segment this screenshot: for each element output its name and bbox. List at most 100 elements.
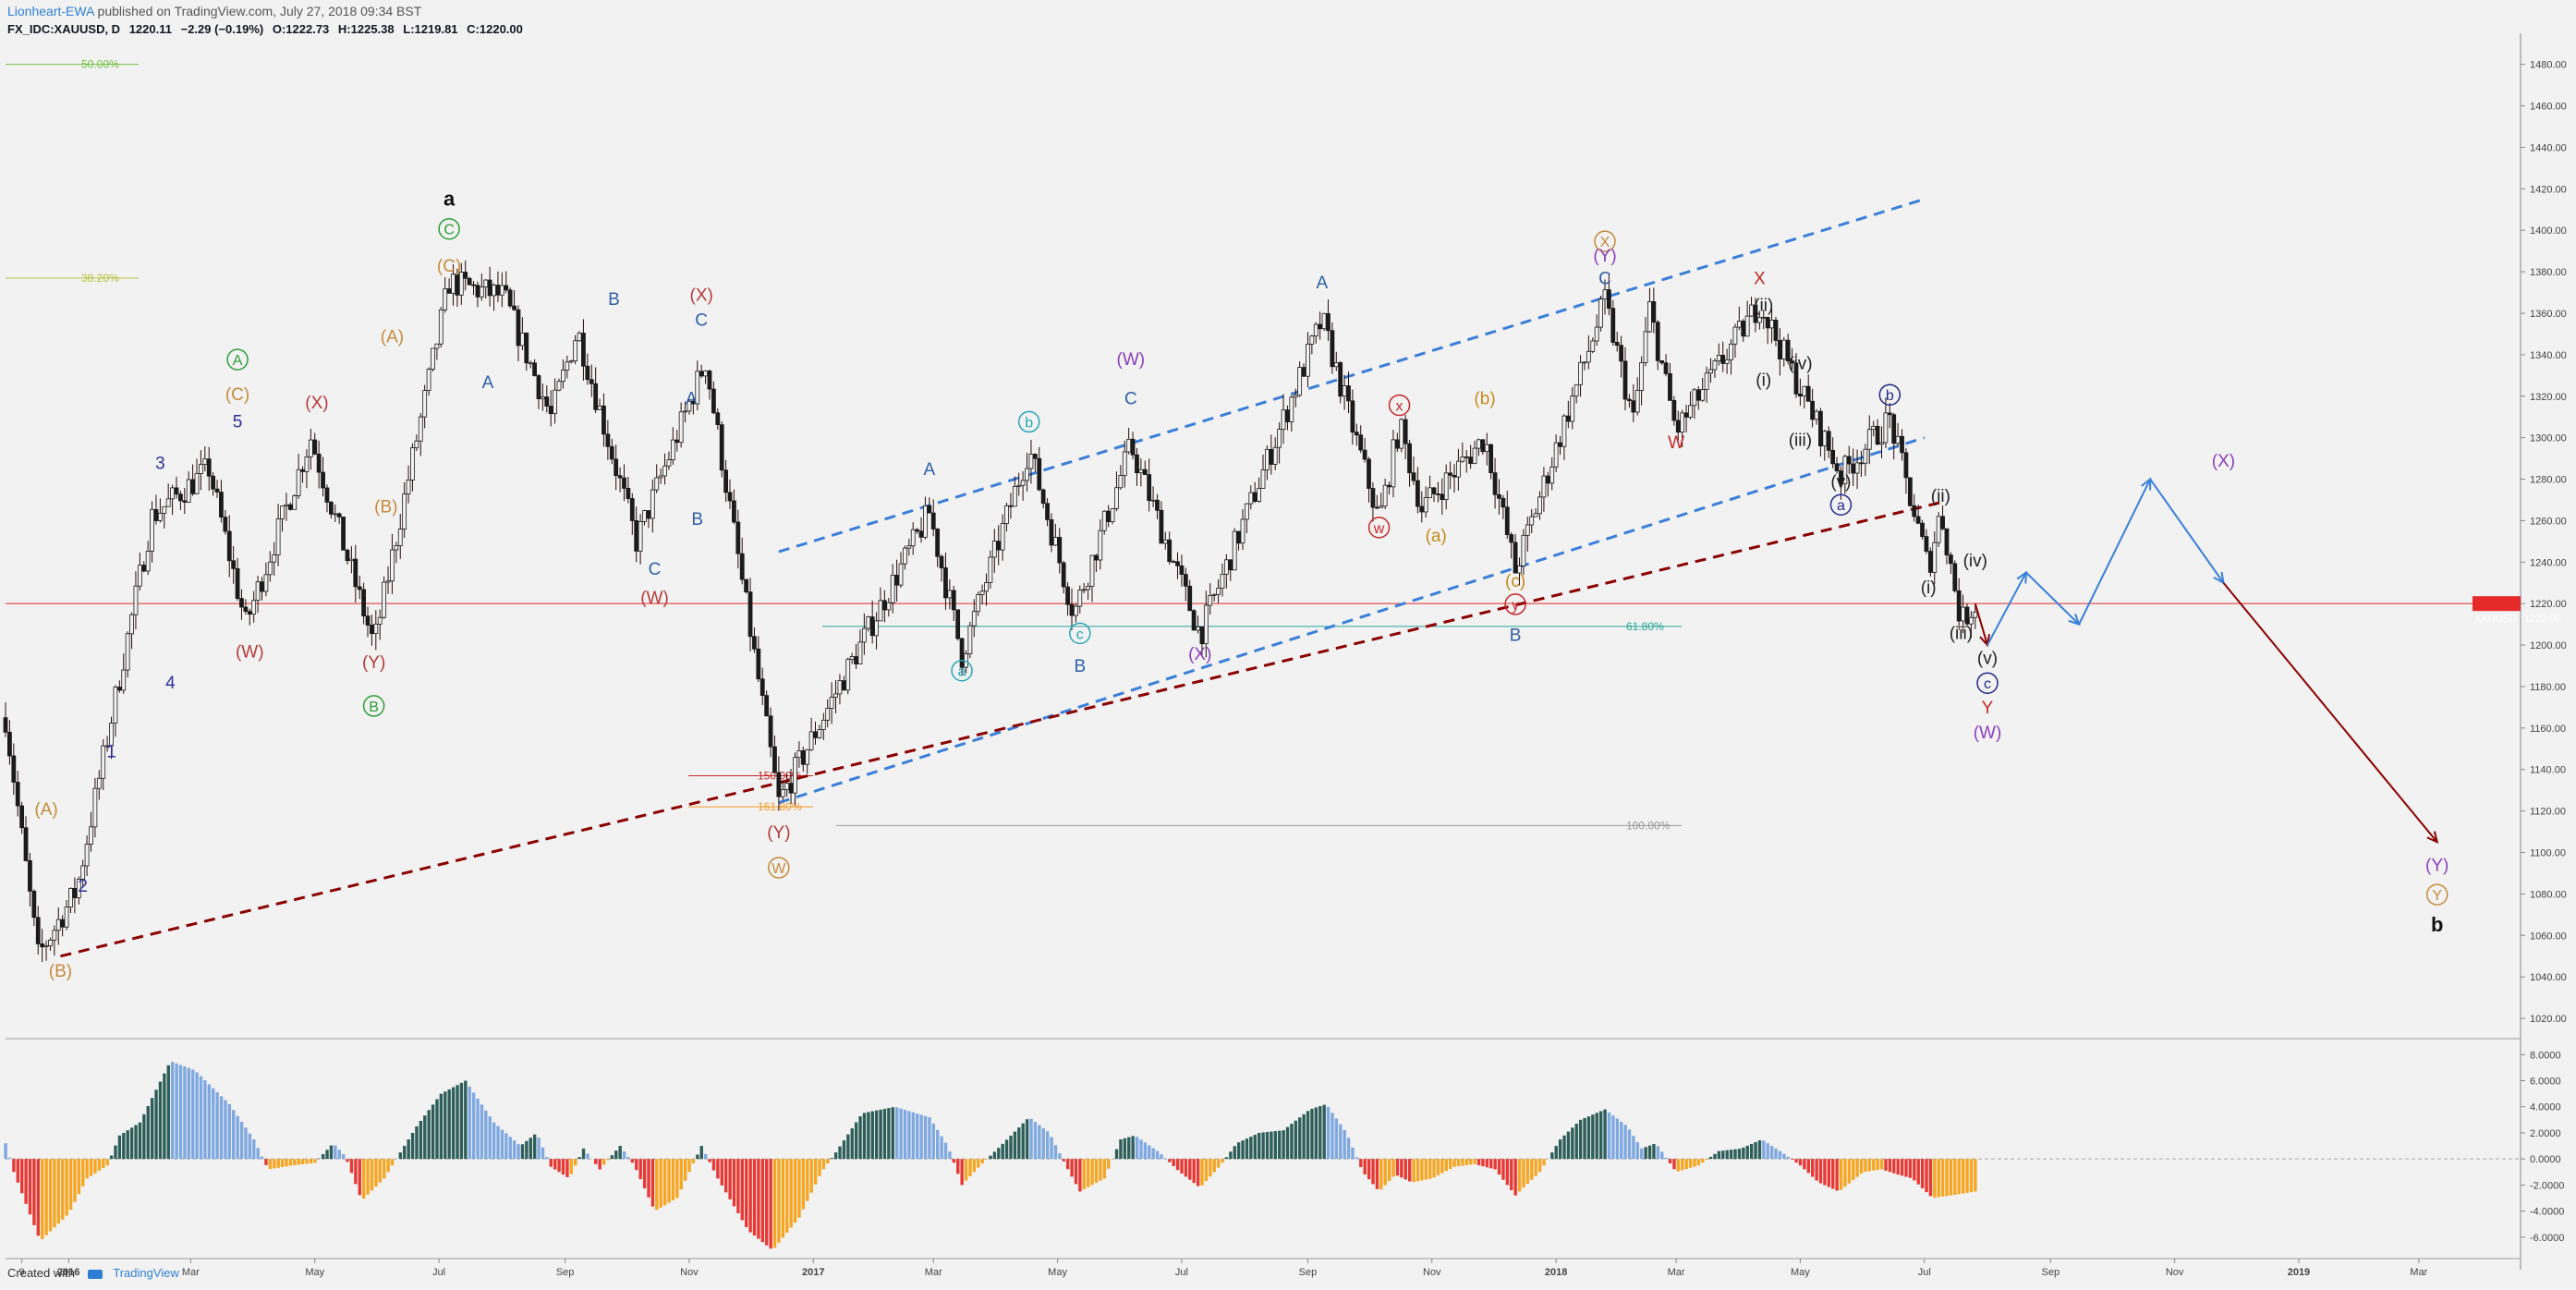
candle-body	[662, 465, 667, 477]
histogram-bar	[77, 1159, 81, 1195]
candle-body	[1032, 454, 1038, 459]
histogram-bar	[1811, 1159, 1815, 1177]
candle-body	[1818, 410, 1823, 447]
wave-label: c	[1984, 676, 1991, 692]
histogram-bar	[1290, 1124, 1294, 1160]
histogram-bar	[410, 1132, 415, 1160]
tradingview-link[interactable]: TradingView	[113, 1266, 179, 1280]
histogram-bar	[1278, 1130, 1282, 1160]
y-tick-label: 1260.00	[2530, 516, 2567, 527]
candle-body	[422, 390, 428, 418]
candle-body	[1895, 435, 1901, 444]
candle-body	[92, 787, 98, 828]
histogram-bar	[293, 1159, 297, 1165]
histogram-bar	[1436, 1159, 1440, 1175]
histogram-bar	[488, 1116, 492, 1160]
histogram-bar	[1823, 1159, 1827, 1186]
candle-body	[1098, 529, 1103, 561]
author-link[interactable]: Lionheart-EWA	[7, 4, 94, 18]
candle-body	[1488, 444, 1494, 474]
histogram-bar	[1598, 1111, 1603, 1160]
candle-body	[1793, 362, 1799, 395]
osc-y-tick-label: 2.0000	[2530, 1128, 2561, 1139]
candle-body	[1338, 362, 1343, 397]
x-tick-label: 2017	[802, 1267, 824, 1278]
candle-body	[1785, 339, 1791, 361]
histogram-bar	[1913, 1159, 1916, 1181]
histogram-bar	[980, 1159, 984, 1164]
histogram-bar	[1668, 1159, 1672, 1163]
histogram-bar	[1241, 1140, 1245, 1160]
histogram-bar	[464, 1080, 468, 1160]
wave-label-circle	[1388, 394, 1411, 417]
candle-body	[711, 388, 716, 414]
candle-body	[1472, 447, 1477, 465]
candle-body	[141, 565, 147, 572]
histogram-bar	[1062, 1159, 1065, 1162]
histogram-bar	[650, 1159, 655, 1207]
histogram-bar	[594, 1159, 598, 1164]
histogram-bar	[989, 1155, 992, 1160]
candle-body	[1126, 438, 1132, 453]
wave-label: (W)	[1117, 350, 1146, 370]
wave-label: (b)	[1474, 390, 1495, 409]
histogram-bar	[601, 1159, 606, 1165]
candle-body	[793, 757, 797, 794]
x-tick-label: Nov	[2166, 1267, 2184, 1278]
histogram-bar	[1322, 1104, 1326, 1160]
y-tick-label: 1340.00	[2530, 350, 2567, 361]
histogram-bar	[65, 1159, 68, 1216]
histogram-bar	[1209, 1159, 1212, 1177]
wave-label: c	[1076, 627, 1084, 642]
histogram-bar	[830, 1158, 833, 1160]
histogram-bar	[476, 1098, 480, 1160]
histogram-bar	[41, 1159, 44, 1239]
x-tick-label: Nov	[1423, 1267, 1441, 1278]
histogram-bar	[203, 1080, 207, 1160]
histogram-bar	[1945, 1159, 1949, 1197]
candle-body	[976, 594, 981, 613]
candle-body	[15, 782, 20, 807]
candle-body	[739, 553, 745, 580]
histogram-bar	[1424, 1159, 1428, 1180]
candle-body	[1509, 534, 1514, 543]
x-tick-label: 2018	[1545, 1267, 1567, 1278]
wave-label-circle	[438, 217, 460, 240]
candle-body	[1940, 516, 1945, 529]
x-tick-label: May	[1791, 1267, 1810, 1278]
histogram-bar	[134, 1125, 138, 1160]
histogram-bar	[178, 1065, 183, 1160]
close-value: C:1220.00	[467, 22, 523, 36]
histogram-bar	[1009, 1135, 1013, 1160]
candle-body	[1362, 449, 1367, 460]
candle-body	[1769, 320, 1774, 329]
fib-label: 100.00%	[1626, 819, 1671, 832]
candle-body	[666, 459, 672, 467]
histogram-bar	[907, 1111, 911, 1160]
candle-body	[251, 600, 257, 615]
histogram-bar	[826, 1159, 830, 1164]
histogram-bar	[73, 1159, 77, 1202]
candle-body	[996, 541, 1002, 551]
candle-body	[512, 305, 516, 310]
candle-body	[373, 623, 379, 635]
histogram-bar	[1285, 1126, 1290, 1160]
histogram-bar	[1102, 1159, 1107, 1179]
wave-label: (Y)	[1593, 247, 1616, 266]
candle-body	[1167, 539, 1173, 562]
wave-label: B	[1510, 627, 1522, 646]
histogram-bar	[928, 1117, 931, 1160]
candle-body	[1065, 586, 1070, 605]
candle-body	[333, 513, 338, 516]
y-tick-label: 1200.00	[2530, 640, 2567, 651]
candle-body	[1956, 590, 1962, 622]
histogram-bar	[500, 1129, 504, 1160]
candle-body	[145, 551, 151, 572]
candle-body	[845, 659, 851, 691]
histogram-bar	[882, 1108, 887, 1160]
candle-body	[1094, 554, 1099, 561]
histogram-bar	[1053, 1145, 1058, 1160]
histogram-bar	[1107, 1159, 1111, 1169]
histogram-bar	[191, 1069, 195, 1160]
candle-body	[1431, 487, 1437, 494]
